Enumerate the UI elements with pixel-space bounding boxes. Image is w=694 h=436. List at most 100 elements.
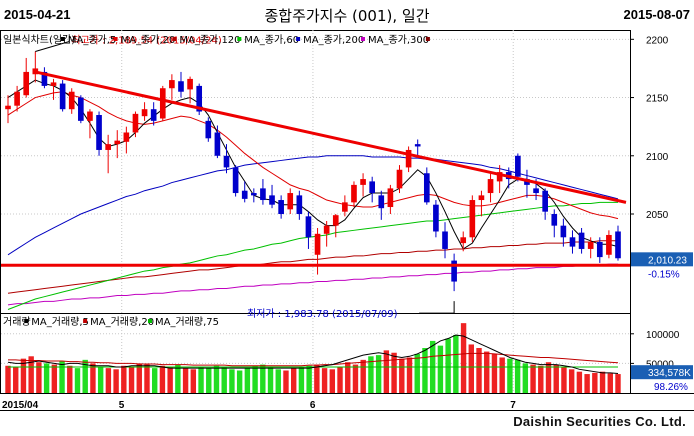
- legend-label: MA_종가,60: [244, 34, 299, 46]
- volume-bar: [445, 338, 451, 393]
- legend-label: MA_종가,200: [303, 34, 364, 46]
- volume-bar: [391, 352, 397, 393]
- volume-bar: [545, 362, 552, 393]
- chart-header: 2015-04-21 종합주가지수 (001), 일간 2015-08-07: [0, 0, 694, 30]
- volume-bar: [128, 366, 135, 393]
- candle-body: [32, 68, 39, 75]
- volume-bar: [368, 356, 374, 393]
- candle-body: [560, 225, 567, 238]
- volume-bar: [468, 344, 474, 393]
- candle-body: [323, 225, 330, 234]
- chart-title: 종합주가지수 (001), 일간: [264, 7, 430, 25]
- legend-marker: [172, 37, 177, 41]
- candle-body: [469, 200, 476, 238]
- volume-bar: [576, 371, 583, 393]
- volume-bar: [345, 362, 351, 393]
- candle-body: [232, 167, 239, 194]
- volume-bar: [74, 368, 81, 393]
- candle-body: [50, 82, 57, 86]
- legend-label: MA_종가,120: [179, 34, 240, 46]
- volume-bar: [298, 366, 305, 393]
- ma60-line: [7, 201, 618, 310]
- candle-body: [260, 188, 266, 201]
- volume-bar: [236, 370, 243, 393]
- volume-bar: [414, 353, 420, 393]
- candle-body: [569, 237, 576, 247]
- last-volume-badge: [631, 365, 693, 380]
- candle-body: [278, 200, 284, 215]
- candle-body: [59, 83, 66, 110]
- volume-bar: [306, 365, 312, 393]
- x-tick-label: 5: [119, 400, 125, 411]
- volume-bar: [561, 366, 567, 393]
- candle-body: [78, 97, 84, 121]
- volume-bar: [453, 334, 459, 393]
- candle-body: [405, 149, 412, 168]
- volume-bar: [422, 348, 428, 393]
- trendline: [34, 70, 627, 204]
- legend-marker: [113, 37, 118, 41]
- candle-body: [515, 155, 521, 177]
- volume-bar: [383, 350, 390, 393]
- end-date: 2015-08-07: [623, 7, 691, 22]
- y-tick-label: 2050: [646, 210, 669, 221]
- volume-bar: [275, 369, 281, 393]
- volume-bar: [105, 368, 112, 393]
- price-panel-frame: [0, 30, 631, 314]
- candle-body: [442, 231, 448, 249]
- high-annotation: 최고가 : 2,189.54 (2015/04/24): [71, 34, 222, 46]
- volume-bar: [522, 363, 529, 393]
- legend-marker: [83, 319, 88, 323]
- volume-bar: [329, 369, 336, 393]
- volume-bar: [113, 369, 119, 393]
- volume-bar: [592, 372, 598, 393]
- volume-bar: [90, 363, 96, 393]
- candle-body: [68, 91, 75, 110]
- candle-body: [305, 216, 312, 238]
- volume-bar: [59, 361, 65, 393]
- candle-body: [287, 193, 294, 210]
- volume-bar: [144, 364, 150, 393]
- legend-marker: [60, 37, 65, 41]
- volume-bar: [399, 358, 405, 393]
- candle-body: [414, 144, 421, 147]
- volume-bar: [260, 364, 266, 393]
- y-tick-label: 2100: [646, 152, 669, 163]
- volume-bar: [152, 368, 158, 393]
- candle-body: [451, 260, 457, 282]
- candle-body: [169, 80, 175, 89]
- candle-body: [132, 113, 139, 133]
- volume-bar: [507, 358, 513, 393]
- volume-bar: [206, 368, 212, 393]
- volume-bar: [607, 373, 613, 393]
- volume-bar: [375, 355, 382, 393]
- volume-bar: [615, 374, 621, 393]
- candle-body: [23, 71, 30, 96]
- volume-legend-label: MA_거래량,20: [90, 316, 154, 328]
- candle-body: [5, 105, 11, 110]
- volume-bar: [221, 366, 227, 393]
- volume-bar: [175, 364, 181, 393]
- volume-bar: [360, 359, 366, 393]
- volume-legend-label: MA_거래량,5: [31, 316, 89, 328]
- volume-bar: [13, 366, 19, 393]
- volume-bar: [290, 368, 297, 393]
- volume-bar: [51, 364, 58, 393]
- volume-bar: [267, 366, 274, 393]
- candle-body: [196, 85, 203, 112]
- candle-body: [41, 71, 48, 86]
- candle-body: [433, 204, 439, 232]
- candle-body: [269, 195, 275, 205]
- volume-bar: [5, 365, 11, 393]
- volume-bar: [337, 366, 343, 393]
- candle-body: [205, 120, 212, 139]
- high-pointer: [35, 41, 70, 52]
- candle-body: [159, 88, 166, 119]
- volume-bar: [406, 357, 413, 393]
- candle-body: [533, 188, 539, 194]
- volume-bar: [244, 368, 251, 393]
- volume-bar: [182, 368, 189, 393]
- volume-bar: [190, 369, 197, 393]
- candle-body: [223, 155, 230, 168]
